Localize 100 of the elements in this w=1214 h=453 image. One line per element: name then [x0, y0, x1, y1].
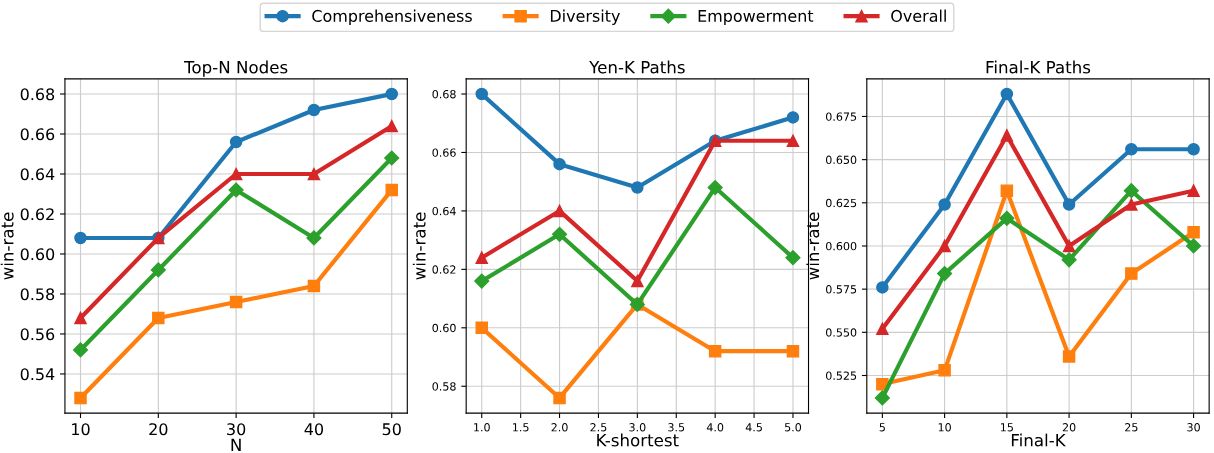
point — [1187, 184, 1200, 197]
point — [307, 103, 321, 117]
x-tick-label: 3.5 — [668, 423, 685, 432]
point — [384, 150, 400, 166]
point — [474, 273, 490, 289]
point — [786, 111, 800, 124]
x-axis-title: K-shortest — [597, 433, 679, 447]
y-tick-label: 0.66 — [20, 128, 55, 141]
point — [228, 182, 244, 198]
y-tick-label: 0.625 — [826, 198, 857, 208]
point — [74, 391, 87, 405]
point — [1061, 252, 1077, 268]
point — [1000, 87, 1014, 101]
y-tick-label: 0.650 — [826, 155, 857, 165]
x-tick-label: 40 — [304, 423, 324, 436]
point — [307, 167, 321, 181]
point — [385, 183, 398, 197]
point — [475, 251, 488, 264]
point — [307, 279, 321, 293]
legend-label: Comprehensiveness — [312, 9, 472, 26]
point — [938, 198, 951, 211]
point — [229, 295, 243, 309]
point — [786, 344, 800, 358]
point — [1125, 267, 1138, 280]
point — [1187, 225, 1200, 239]
x-tick-label: 5.0 — [784, 423, 802, 432]
point — [631, 181, 644, 194]
x-tick-label: 4.0 — [706, 423, 724, 432]
x-tick-label: 3.0 — [629, 423, 646, 432]
point — [475, 87, 488, 101]
point — [1123, 183, 1139, 199]
point — [553, 391, 566, 405]
y-tick-label: 0.525 — [826, 371, 857, 380]
point — [631, 274, 644, 288]
y-tick-label: 0.64 — [20, 168, 55, 181]
y-tick-label: 0.68 — [20, 88, 55, 101]
point — [150, 262, 166, 278]
point — [74, 311, 87, 325]
x-tick-label: 20 — [149, 423, 168, 436]
y-tick-label: 0.66 — [432, 148, 456, 157]
x-tick-label: 2.0 — [551, 423, 568, 432]
point — [938, 239, 951, 253]
chart-title: Top-N Nodes — [184, 60, 288, 77]
point — [553, 157, 566, 171]
y-tick-label: 0.68 — [432, 89, 456, 99]
point — [306, 230, 322, 246]
x-tick-label: 2.5 — [590, 423, 607, 432]
point — [72, 342, 89, 358]
point — [937, 266, 953, 282]
point — [1125, 198, 1138, 211]
chart-title: Yen-K Paths — [589, 60, 685, 74]
point — [1062, 350, 1076, 363]
y-tick-label: 0.58 — [432, 382, 456, 391]
x-tick-label: 5 — [879, 423, 885, 432]
point — [786, 134, 800, 148]
point — [999, 210, 1015, 226]
x-tick-label: 10 — [72, 423, 90, 436]
y-tick-label: 0.54 — [20, 368, 55, 381]
point — [229, 167, 243, 181]
y-tick-label: 0.56 — [20, 328, 55, 341]
point — [74, 231, 87, 245]
point — [152, 311, 165, 325]
point — [475, 321, 488, 335]
y-tick-label: 0.62 — [432, 265, 456, 274]
legend-label: Diversity — [550, 9, 620, 26]
x-tick-label: 30 — [1187, 423, 1200, 432]
y-tick-label: 0.64 — [432, 206, 456, 216]
y-axis-title: win-rate — [0, 212, 14, 280]
x-tick-label: 1.5 — [513, 423, 529, 432]
legend-label: Overall — [891, 9, 946, 22]
x-tick-label: 25 — [1125, 423, 1138, 432]
y-tick-label: 0.600 — [826, 241, 857, 251]
x-axis-title: N — [231, 438, 241, 451]
y-tick-label: 0.550 — [826, 328, 857, 337]
point — [876, 322, 889, 336]
point — [229, 135, 243, 149]
x-tick-label: 10 — [938, 423, 951, 432]
x-tick-label: 20 — [1062, 423, 1076, 432]
y-tick-label: 0.675 — [826, 112, 857, 121]
y-tick-label: 0.58 — [20, 288, 55, 301]
point — [551, 226, 568, 242]
y-tick-label: 0.60 — [432, 323, 456, 333]
point — [876, 281, 889, 294]
y-tick-label: 0.62 — [20, 208, 54, 221]
x-axis-title: Final-K — [1011, 433, 1066, 447]
legend-label: Empowerment — [698, 10, 814, 26]
point — [1187, 143, 1200, 156]
y-axis-title: win-rate — [806, 212, 820, 280]
point — [874, 390, 890, 406]
point — [707, 179, 723, 196]
point — [385, 119, 398, 133]
x-tick-label: 30 — [227, 423, 246, 436]
x-tick-label: 4.5 — [745, 423, 762, 432]
y-axis-title: win-rate — [412, 212, 426, 280]
point — [553, 204, 566, 218]
point — [1186, 238, 1202, 254]
y-tick-label: 0.575 — [826, 285, 857, 294]
point — [938, 364, 951, 377]
chart-title: Final-K Paths — [986, 60, 1091, 74]
point — [1062, 239, 1076, 253]
